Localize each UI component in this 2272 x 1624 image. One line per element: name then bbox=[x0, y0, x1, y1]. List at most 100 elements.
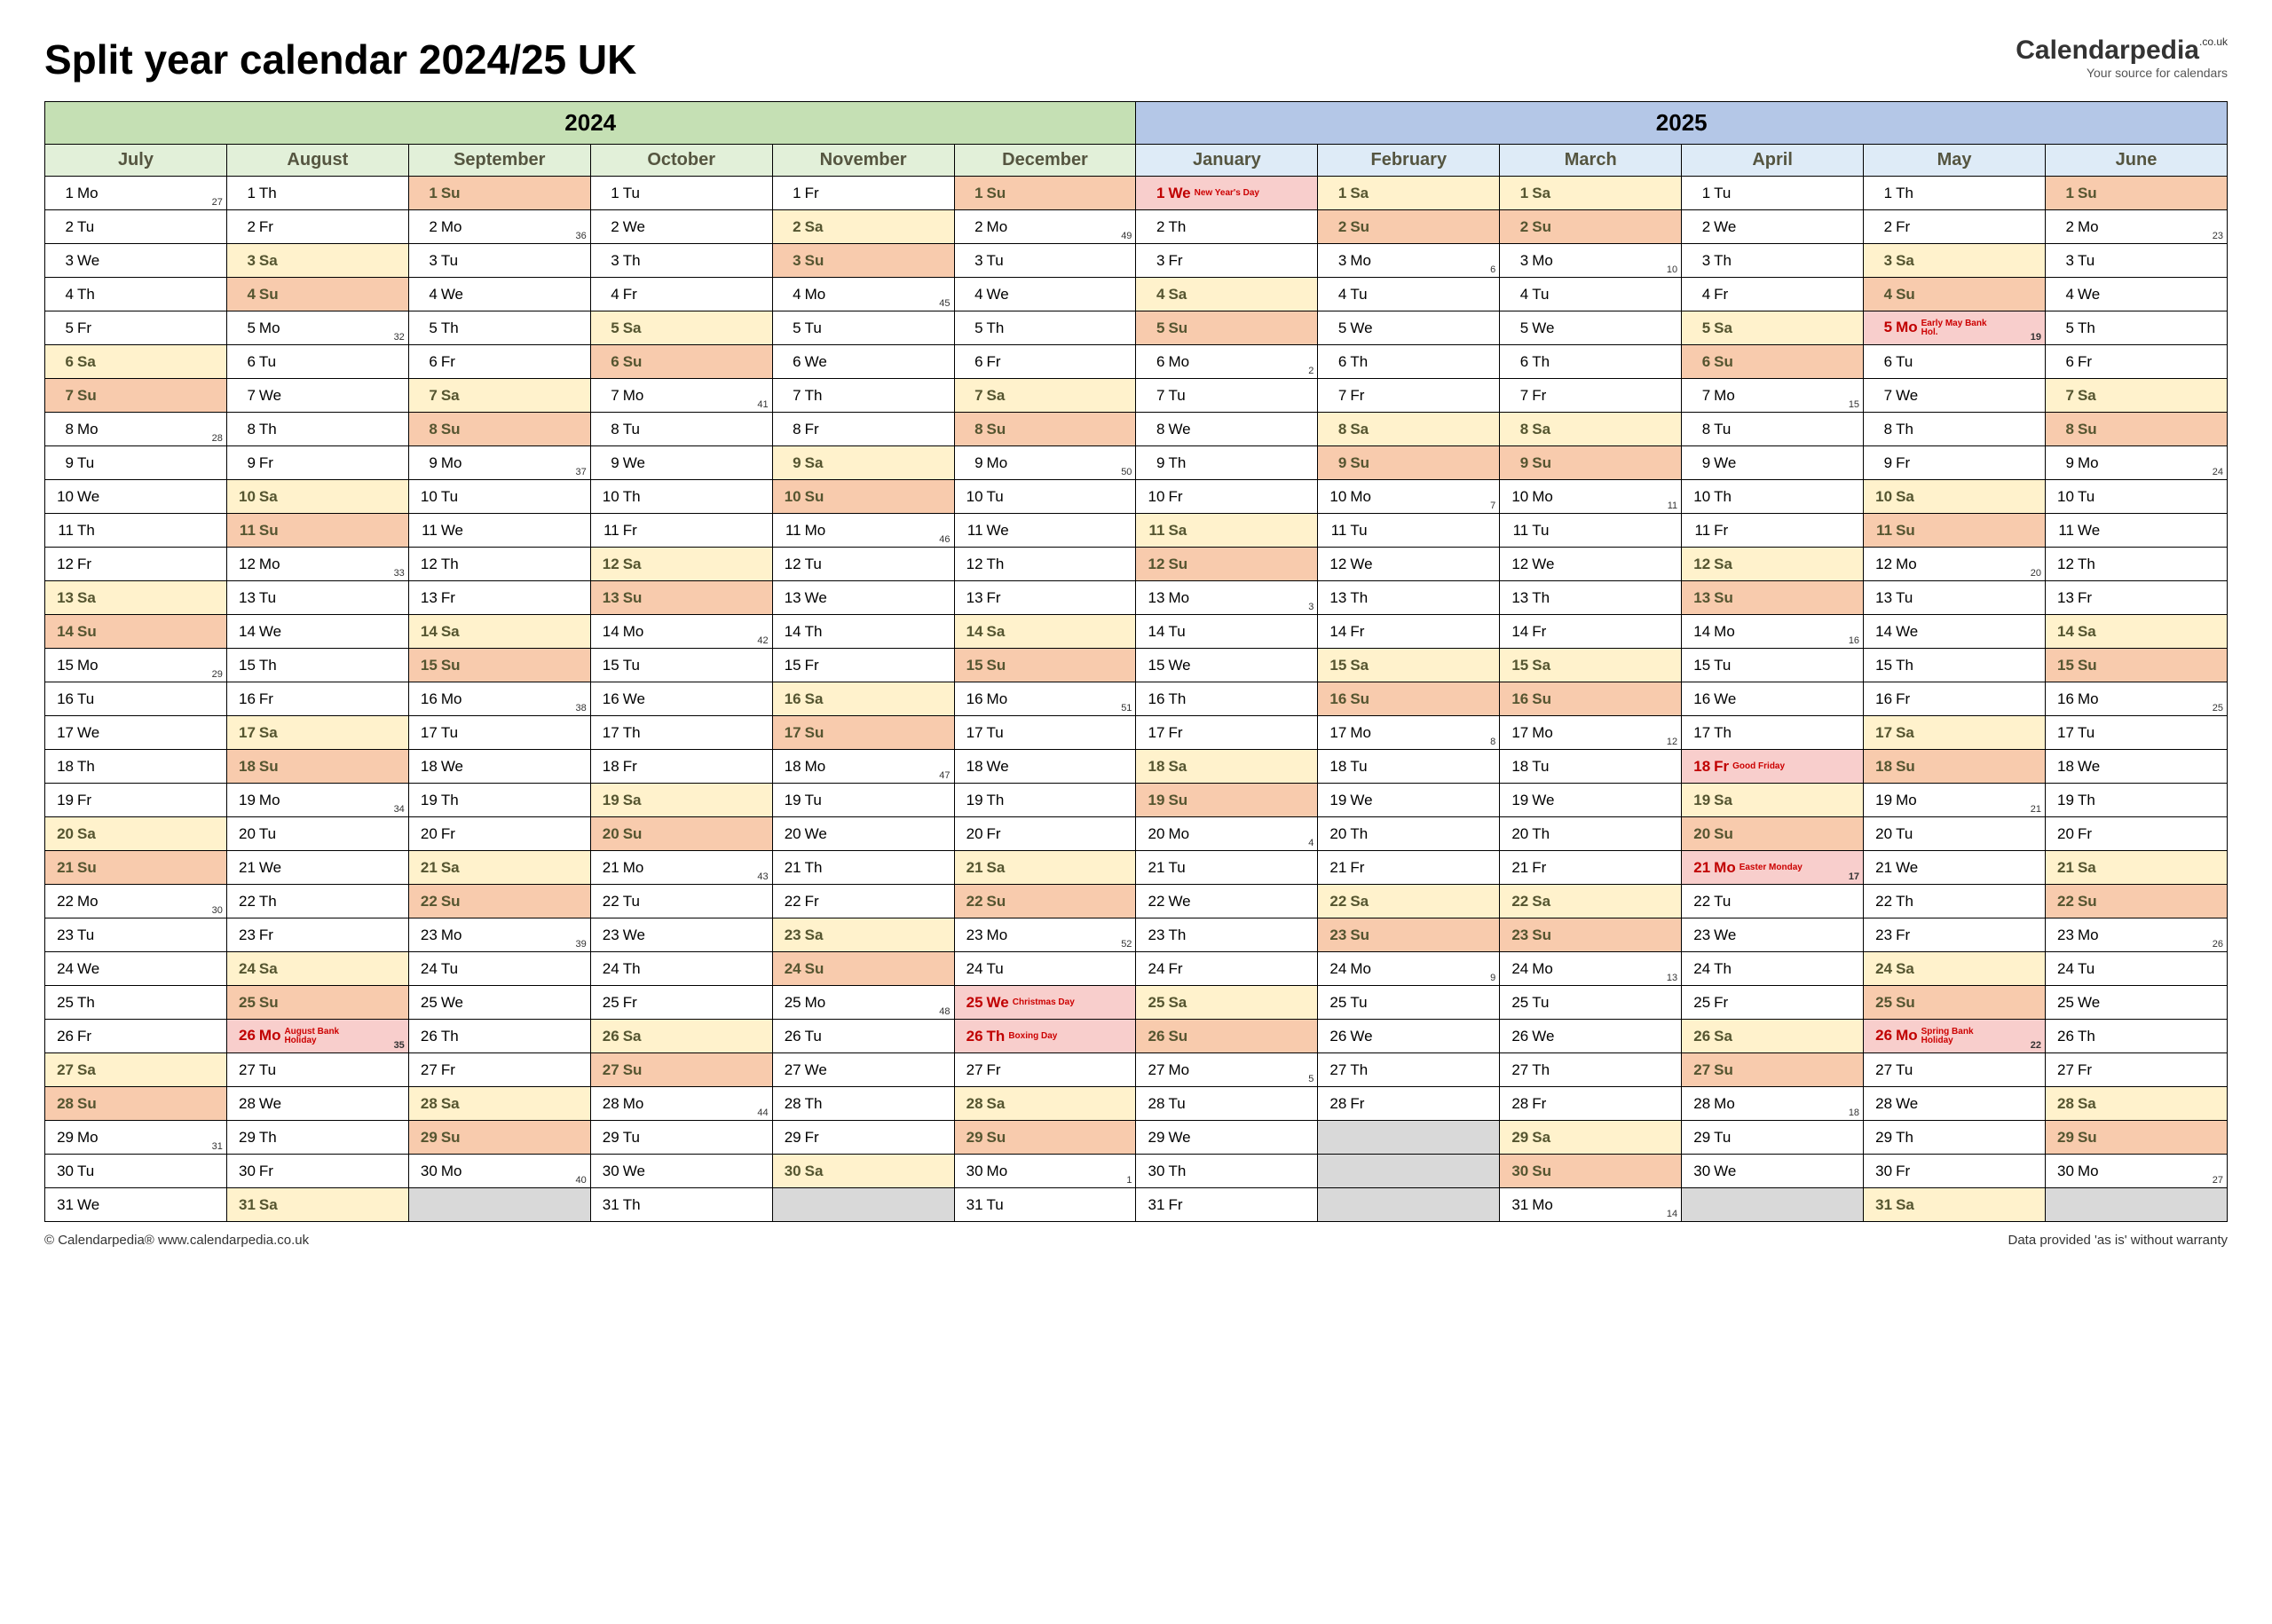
day-cell: 30Mo40 bbox=[408, 1155, 590, 1188]
day-cell: 22Su bbox=[2045, 885, 2227, 918]
day-cell bbox=[408, 1188, 590, 1222]
day-cell: 1WeNew Year's Day bbox=[1136, 177, 1318, 210]
day-cell: 4Su bbox=[226, 278, 408, 311]
day-cell: 21We bbox=[226, 851, 408, 885]
month-header: February bbox=[1318, 145, 1500, 177]
day-cell: 12Fr bbox=[45, 548, 227, 581]
day-cell: 10Sa bbox=[1864, 480, 2046, 514]
day-cell: 26Th bbox=[408, 1020, 590, 1053]
month-header: September bbox=[408, 145, 590, 177]
day-cell: 12Mo20 bbox=[1864, 548, 2046, 581]
day-cell: 29We bbox=[1136, 1121, 1318, 1155]
day-cell: 23Mo39 bbox=[408, 918, 590, 952]
day-cell: 27Fr bbox=[2045, 1053, 2227, 1087]
day-cell: 21Sa bbox=[408, 851, 590, 885]
day-cell: 19We bbox=[1318, 784, 1500, 817]
day-cell: 11Mo46 bbox=[772, 514, 954, 548]
month-header: November bbox=[772, 145, 954, 177]
day-cell: 17Fr bbox=[1136, 716, 1318, 750]
day-cell: 5Th bbox=[2045, 311, 2227, 345]
day-cell: 15Su bbox=[954, 649, 1136, 682]
day-cell: 16Su bbox=[1500, 682, 1682, 716]
day-cell: 4We bbox=[954, 278, 1136, 311]
day-cell: 26We bbox=[1318, 1020, 1500, 1053]
day-cell: 9We bbox=[590, 446, 772, 480]
day-cell: 9Mo24 bbox=[2045, 446, 2227, 480]
day-cell: 21MoEaster Monday17 bbox=[1682, 851, 1864, 885]
day-cell: 16We bbox=[1682, 682, 1864, 716]
month-header: May bbox=[1864, 145, 2046, 177]
day-cell: 2Su bbox=[1318, 210, 1500, 244]
day-cell: 7Th bbox=[772, 379, 954, 413]
day-cell: 12Mo33 bbox=[226, 548, 408, 581]
day-cell: 10Th bbox=[1682, 480, 1864, 514]
day-cell: 22Sa bbox=[1318, 885, 1500, 918]
day-cell: 25Su bbox=[226, 986, 408, 1020]
day-cell: 29Tu bbox=[1682, 1121, 1864, 1155]
day-cell: 12Sa bbox=[1682, 548, 1864, 581]
day-cell: 23Su bbox=[1500, 918, 1682, 952]
logo-main: Calendarpedia bbox=[2016, 35, 2199, 65]
day-cell: 29Sa bbox=[1500, 1121, 1682, 1155]
day-cell: 22Su bbox=[408, 885, 590, 918]
day-cell: 10Tu bbox=[954, 480, 1136, 514]
day-cell: 25Tu bbox=[1500, 986, 1682, 1020]
day-cell: 3Sa bbox=[1864, 244, 2046, 278]
day-cell: 8Tu bbox=[1682, 413, 1864, 446]
day-cell: 21Th bbox=[772, 851, 954, 885]
day-cell: 24Sa bbox=[1864, 952, 2046, 986]
day-cell: 12Th bbox=[954, 548, 1136, 581]
day-cell: 9Mo37 bbox=[408, 446, 590, 480]
day-cell: 14Th bbox=[772, 615, 954, 649]
day-cell: 28Sa bbox=[954, 1087, 1136, 1121]
day-cell: 9Fr bbox=[226, 446, 408, 480]
day-cell: 24Mo13 bbox=[1500, 952, 1682, 986]
day-cell: 14Mo42 bbox=[590, 615, 772, 649]
day-cell: 2Sa bbox=[772, 210, 954, 244]
day-cell: 26MoAugust Bank Holiday35 bbox=[226, 1020, 408, 1053]
day-cell: 30Th bbox=[1136, 1155, 1318, 1188]
day-cell: 16Fr bbox=[226, 682, 408, 716]
day-cell: 10Sa bbox=[226, 480, 408, 514]
day-cell: 14We bbox=[1864, 615, 2046, 649]
day-cell: 27Su bbox=[1682, 1053, 1864, 1087]
day-cell: 24Th bbox=[590, 952, 772, 986]
day-cell: 4Fr bbox=[590, 278, 772, 311]
day-cell: 6Tu bbox=[226, 345, 408, 379]
day-cell: 3Mo10 bbox=[1500, 244, 1682, 278]
month-header: July bbox=[45, 145, 227, 177]
day-cell: 15Sa bbox=[1500, 649, 1682, 682]
day-cell: 3Th bbox=[1682, 244, 1864, 278]
day-cell: 4Tu bbox=[1318, 278, 1500, 311]
day-cell: 28We bbox=[1864, 1087, 2046, 1121]
day-cell: 27Tu bbox=[1864, 1053, 2046, 1087]
day-cell: 11We bbox=[954, 514, 1136, 548]
day-cell: 22Sa bbox=[1500, 885, 1682, 918]
day-cell: 5Fr bbox=[45, 311, 227, 345]
day-cell: 28Mo44 bbox=[590, 1087, 772, 1121]
day-cell: 20Mo4 bbox=[1136, 817, 1318, 851]
day-cell: 3Fr bbox=[1136, 244, 1318, 278]
day-cell: 21Mo43 bbox=[590, 851, 772, 885]
day-cell: 14Tu bbox=[1136, 615, 1318, 649]
day-cell: 29Su bbox=[954, 1121, 1136, 1155]
day-cell: 2We bbox=[1682, 210, 1864, 244]
day-cell: 20Th bbox=[1318, 817, 1500, 851]
day-cell: 14We bbox=[226, 615, 408, 649]
day-cell: 21Sa bbox=[2045, 851, 2227, 885]
day-cell: 31Tu bbox=[954, 1188, 1136, 1222]
day-cell: 22Tu bbox=[1682, 885, 1864, 918]
day-cell: 12Th bbox=[2045, 548, 2227, 581]
day-cell: 1Fr bbox=[772, 177, 954, 210]
day-cell: 1Mo27 bbox=[45, 177, 227, 210]
day-cell: 16Mo38 bbox=[408, 682, 590, 716]
day-cell: 29Fr bbox=[772, 1121, 954, 1155]
day-cell: 27Th bbox=[1318, 1053, 1500, 1087]
day-cell: 13Mo3 bbox=[1136, 581, 1318, 615]
day-cell: 30Tu bbox=[45, 1155, 227, 1188]
month-header: August bbox=[226, 145, 408, 177]
day-cell: 30Mo1 bbox=[954, 1155, 1136, 1188]
header: Split year calendar 2024/25 UK Calendarp… bbox=[44, 35, 2228, 83]
day-cell: 2Mo36 bbox=[408, 210, 590, 244]
month-header: June bbox=[2045, 145, 2227, 177]
